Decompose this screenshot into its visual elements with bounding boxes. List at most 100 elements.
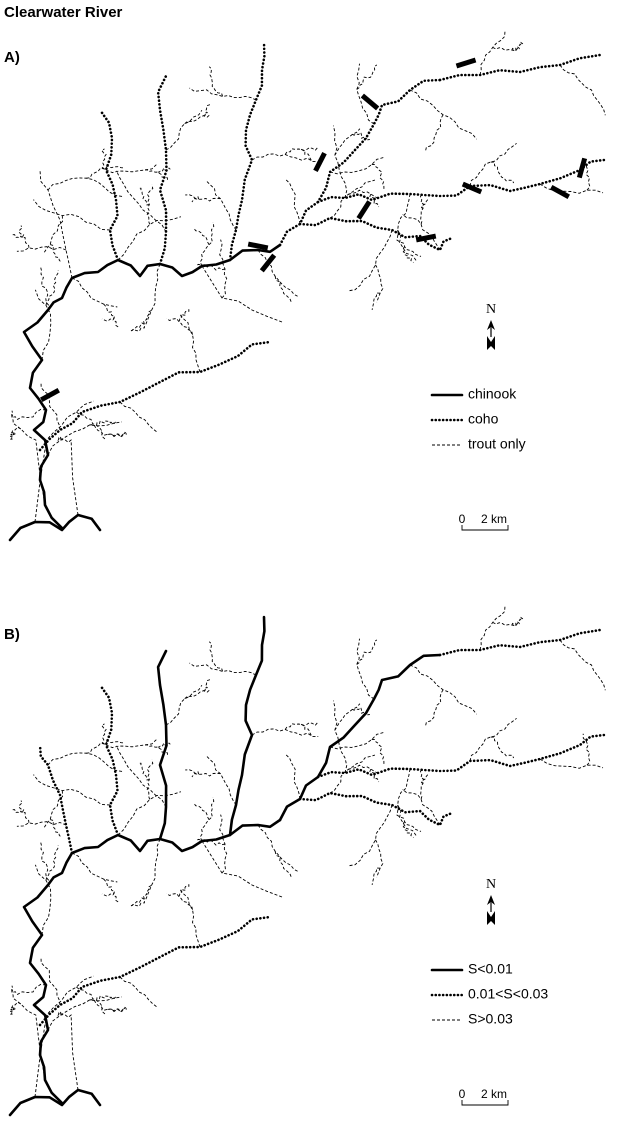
stream-trout — [369, 193, 380, 208]
stream-trout — [105, 738, 158, 749]
stream — [22, 243, 282, 530]
stream-trout — [86, 740, 125, 754]
legend-label: S>0.03 — [468, 1011, 513, 1027]
stream-trout — [105, 163, 158, 174]
stream-trout — [166, 318, 193, 335]
barrier — [576, 157, 588, 179]
stream-trout — [371, 867, 381, 885]
stream-trout — [193, 227, 210, 245]
stream-trout — [257, 824, 299, 873]
stream-trout — [356, 638, 375, 700]
stream — [228, 40, 266, 262]
stream-trout — [219, 814, 228, 874]
stream-trout — [397, 193, 417, 262]
stream-trout — [40, 266, 50, 311]
stream-trout — [40, 841, 50, 886]
stream-trout — [582, 733, 591, 766]
legend-label: trout only — [468, 436, 526, 452]
north-label: N — [486, 877, 496, 892]
stream-trout — [539, 758, 604, 769]
stream-trout — [101, 723, 107, 745]
stream-trout — [47, 996, 122, 1031]
stream-trout — [130, 885, 152, 907]
stream-trout — [96, 420, 117, 426]
stream-trout — [191, 197, 221, 203]
stream-trout — [356, 639, 378, 665]
stream-trout — [539, 183, 604, 194]
stream-trout — [492, 621, 519, 627]
scale-distance: 2 km — [481, 1087, 507, 1101]
stream-trout — [375, 839, 384, 878]
stream-trout — [352, 131, 370, 141]
barrier — [313, 151, 327, 173]
stream-trout — [371, 164, 385, 189]
stream-trout — [420, 198, 429, 225]
stream-trout — [101, 891, 115, 897]
stream-trout — [47, 752, 123, 772]
stream-trout — [157, 167, 171, 173]
stream-trout — [356, 63, 375, 125]
stream-trout — [208, 66, 224, 97]
stream-trout — [193, 802, 210, 820]
scale-bar — [461, 1100, 509, 1106]
stream-trout — [371, 739, 385, 764]
stream-trout — [130, 310, 152, 332]
stream-trout — [76, 986, 106, 1015]
stream-trout — [219, 239, 228, 299]
stream-trout — [115, 170, 167, 233]
stream-trout — [146, 184, 154, 225]
stream-trout — [189, 87, 257, 101]
stream-trout — [107, 431, 128, 438]
stream-trout — [12, 808, 23, 814]
stream-trout — [119, 976, 159, 1009]
stream — [156, 74, 168, 266]
stream-trout — [334, 703, 361, 731]
stream-trout — [165, 109, 203, 151]
stream-trout — [257, 249, 299, 298]
barrier — [40, 388, 60, 402]
stream-trout — [420, 195, 425, 209]
stream-trout — [119, 401, 159, 434]
stream-trout — [352, 706, 370, 716]
stream-trout — [45, 270, 59, 306]
stream-trout — [34, 289, 52, 361]
legend-label: coho — [468, 411, 499, 427]
stream-trout — [420, 773, 429, 800]
stream — [22, 818, 282, 1105]
stream-trout — [33, 774, 111, 806]
stream-trout — [397, 768, 417, 837]
stream-trout — [16, 821, 67, 827]
stream-trout — [203, 677, 210, 692]
stream-trout — [18, 800, 30, 823]
stream — [278, 78, 442, 247]
map-panel: B) N S<0.01 0.01<S<0.03 S>0.03 0 2 km — [4, 605, 606, 1117]
stream — [278, 653, 442, 822]
scale-bar — [461, 525, 509, 531]
panel-label: B) — [4, 626, 20, 643]
north-label: N — [486, 302, 496, 317]
stream — [98, 683, 120, 837]
stream — [8, 1088, 102, 1117]
stream-trout — [157, 742, 171, 748]
stream-trout — [208, 641, 224, 672]
barrier — [461, 181, 483, 195]
stream-trout — [165, 684, 203, 726]
stream-trout — [16, 246, 67, 252]
stream-trout — [138, 187, 150, 206]
stream-trout — [369, 768, 380, 783]
stream-trout — [424, 689, 444, 728]
stream-trout — [101, 148, 107, 170]
stream-trout — [329, 754, 376, 794]
stream-trout — [178, 309, 190, 322]
stream-trout — [199, 797, 215, 842]
stream-trout — [396, 229, 422, 257]
stream — [228, 615, 266, 837]
stream-trout — [115, 745, 167, 808]
stream-trout — [33, 199, 111, 231]
stream-trout — [11, 985, 46, 1081]
stream-trout — [511, 616, 524, 626]
stream-trout — [96, 995, 117, 1001]
scale-distance: 2 km — [481, 512, 507, 526]
stream-trout — [402, 821, 414, 838]
stream — [98, 108, 120, 262]
